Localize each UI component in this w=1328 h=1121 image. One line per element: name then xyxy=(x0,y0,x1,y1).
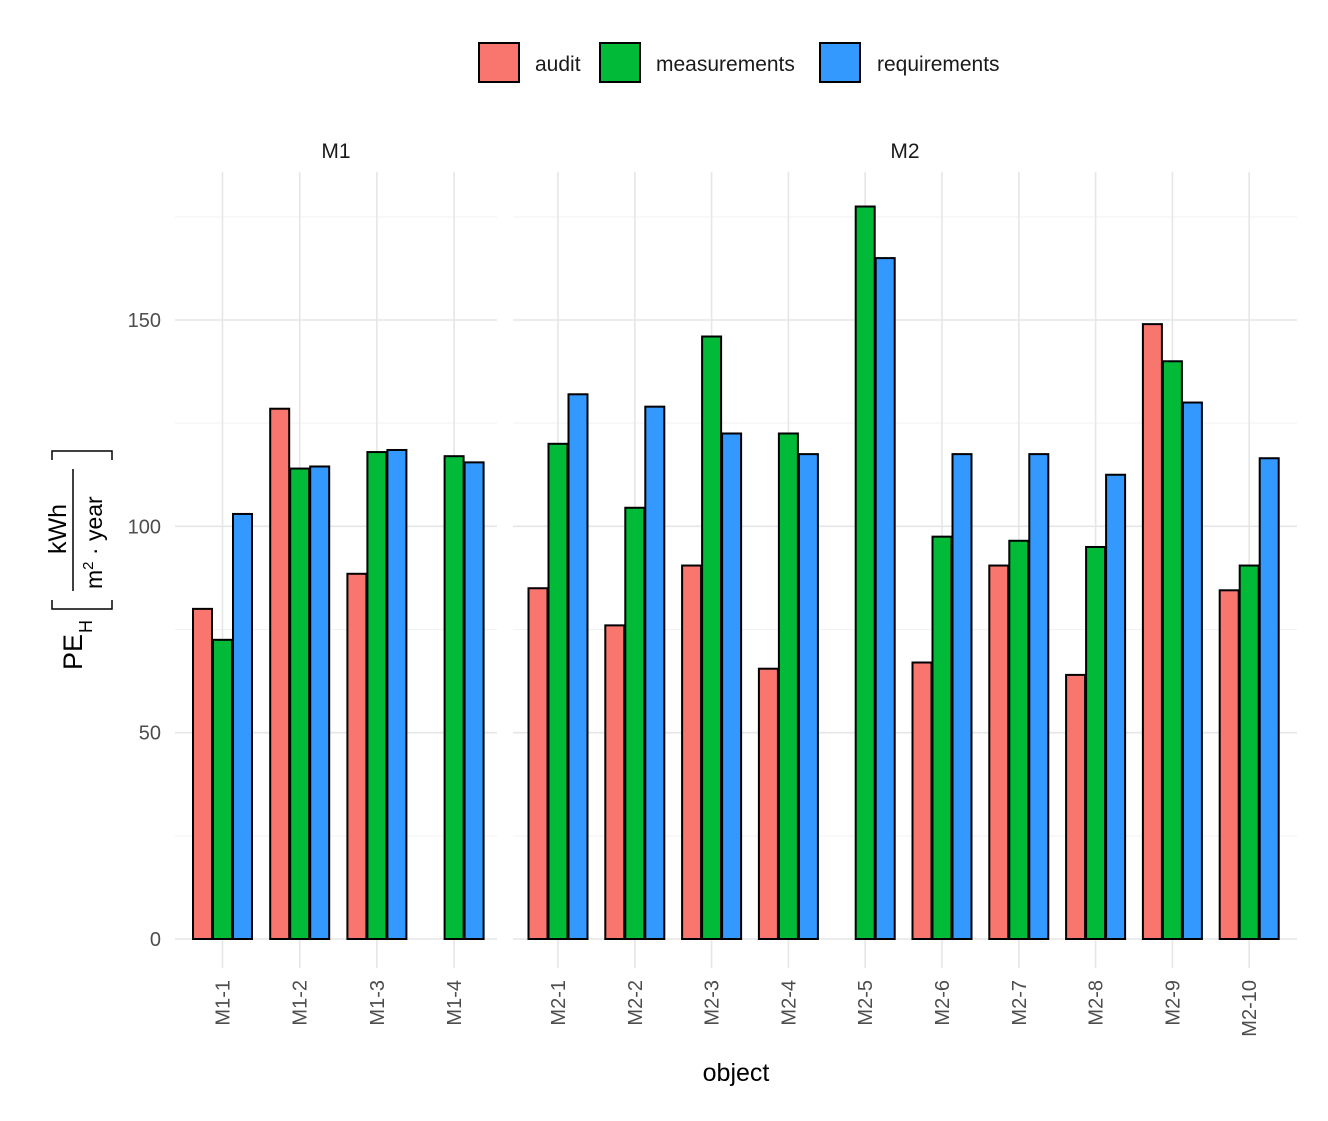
x-tick-label: M2-6 xyxy=(932,980,954,1026)
x-tick-label: M2-1 xyxy=(548,980,570,1026)
legend-label-measurements: measurements xyxy=(656,53,795,76)
bar-audit-M2-9 xyxy=(1141,323,1163,941)
facet-title: M2 xyxy=(890,140,919,163)
bar-audit-M2-6 xyxy=(911,661,933,940)
bar-measurements-M1-2 xyxy=(289,467,311,940)
bar-measurements-M1-1 xyxy=(212,638,233,940)
legend-swatch-audit xyxy=(478,42,520,83)
y-tick-label: 150 xyxy=(128,310,161,332)
bar-audit-M2-7 xyxy=(988,564,1010,941)
bar-audit-M1-3 xyxy=(346,572,368,940)
bar-audit-M2-2 xyxy=(604,624,626,941)
bar-requirements-M2-7 xyxy=(1028,453,1050,940)
bar-measurements-M2-2 xyxy=(624,506,646,940)
bar-measurements-M2-6 xyxy=(931,535,953,941)
bar-measurements-M2-3 xyxy=(701,335,723,940)
bar-measurements-M2-1 xyxy=(547,442,569,940)
y-axis-title-main: PE xyxy=(58,634,88,670)
bar-audit-M2-3 xyxy=(681,564,703,941)
bar-measurements-M1-4 xyxy=(443,455,465,940)
bar-measurements-M2-8 xyxy=(1085,545,1107,940)
bar-audit-M1-2 xyxy=(269,407,291,940)
x-tick-label: M1-3 xyxy=(367,980,389,1026)
unit-denominator: m2 · year xyxy=(80,496,107,589)
x-tick-label: M2-9 xyxy=(1162,980,1184,1026)
legend-label-requirements: requirements xyxy=(877,53,1000,76)
unit-bracket-left xyxy=(51,600,113,610)
y-axis-title-subscript: H xyxy=(76,620,96,633)
facet-title: M1 xyxy=(321,140,350,163)
bar-audit-M2-8 xyxy=(1065,673,1087,940)
unit-numerator: kWh xyxy=(44,504,72,554)
bar-requirements-M2-1 xyxy=(567,393,589,940)
unit-bracket-right xyxy=(51,450,113,460)
bar-requirements-M2-6 xyxy=(951,453,973,940)
bar-measurements-M1-3 xyxy=(366,451,388,940)
bar-requirements-M2-5 xyxy=(874,257,896,941)
bar-audit-M2-10 xyxy=(1218,589,1240,941)
legend: audit measurements requirements xyxy=(478,42,1000,83)
x-tick-label: M1-2 xyxy=(290,980,312,1026)
bar-audit-M2-1 xyxy=(527,587,549,940)
y-tick-label: 0 xyxy=(150,929,161,951)
bar-audit-M1-1 xyxy=(192,607,213,940)
bars xyxy=(192,205,1280,941)
bar-requirements-M1-4 xyxy=(463,461,485,940)
bar-requirements-M2-2 xyxy=(644,405,666,941)
bar-requirements-M2-9 xyxy=(1181,401,1203,940)
x-tick-label: M1-1 xyxy=(213,980,235,1026)
labels: M1 M1-1 M1-2 M1-3 M1-4 M2 M2-1 M2-2 M2-3 M2-4 M2-5… xyxy=(44,140,1261,1087)
bar-requirements-M2-3 xyxy=(721,432,743,940)
bar-requirements-M2-8 xyxy=(1105,473,1127,940)
y-tick-label: 100 xyxy=(128,516,161,538)
x-axis-title: object xyxy=(703,1059,770,1087)
bar-requirements-M1-2 xyxy=(309,465,331,940)
bar-measurements-M2-5 xyxy=(854,205,876,940)
x-tick-label: M2-2 xyxy=(625,980,647,1026)
bar-requirements-M2-10 xyxy=(1258,457,1280,940)
bar-audit-M2-4 xyxy=(757,667,779,940)
legend-swatch-requirements xyxy=(819,42,861,83)
x-tick-label: M2-4 xyxy=(778,980,800,1026)
x-tick-label: M2-3 xyxy=(702,980,724,1026)
x-tick-label: M2-10 xyxy=(1239,980,1261,1037)
bar-requirements-M1-3 xyxy=(386,448,408,940)
bar-requirements-M1-1 xyxy=(232,512,253,940)
bar-measurements-M2-4 xyxy=(777,432,799,940)
x-tick-label: M2-5 xyxy=(855,980,877,1026)
bar-measurements-M2-9 xyxy=(1161,360,1183,940)
y-tick-label: 50 xyxy=(139,723,161,745)
legend-label-audit: audit xyxy=(535,53,581,76)
x-tick-label: M2-8 xyxy=(1086,980,1108,1026)
legend-swatch-measurements xyxy=(599,42,641,83)
x-tick-label: M1-4 xyxy=(444,980,466,1026)
bar-measurements-M2-10 xyxy=(1238,564,1260,941)
bar-requirements-M2-4 xyxy=(797,453,819,940)
bar-measurements-M2-7 xyxy=(1008,539,1030,940)
x-tick-label: M2-7 xyxy=(1009,980,1031,1026)
